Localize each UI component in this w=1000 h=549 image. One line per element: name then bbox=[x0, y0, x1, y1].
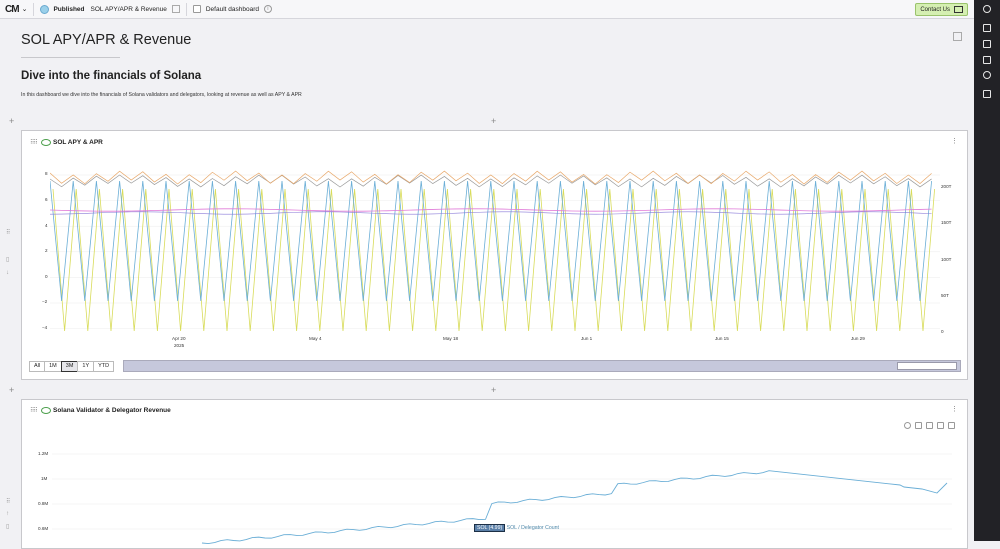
zoom-in-icon[interactable] bbox=[904, 422, 911, 429]
top-bar: CM ⌄ Published SOL APY/APR & Revenue Def… bbox=[0, 0, 974, 19]
default-dashboard-checkbox[interactable] bbox=[192, 5, 201, 13]
delete-icon[interactable]: ▯ bbox=[6, 524, 10, 530]
add-widget-icon[interactable]: + bbox=[491, 385, 497, 395]
series-line bbox=[50, 174, 932, 188]
series-line bbox=[50, 170, 932, 185]
arrow-down-icon[interactable]: ↓ bbox=[6, 270, 9, 276]
series-line bbox=[50, 208, 932, 212]
range-3m-button[interactable]: 3M bbox=[60, 361, 79, 372]
drag-handle[interactable]: ⠿⠿ bbox=[30, 140, 38, 146]
folder-icon[interactable] bbox=[983, 40, 991, 48]
contact-us-button[interactable]: Contact Us bbox=[915, 3, 968, 16]
add-widget-icon[interactable]: + bbox=[491, 116, 497, 126]
file-icon[interactable] bbox=[983, 24, 991, 32]
kebab-icon[interactable]: ⋮ bbox=[951, 406, 958, 413]
y2-tick: 50T bbox=[941, 293, 949, 298]
eye-icon[interactable] bbox=[41, 407, 51, 414]
tooltip-series: SOL / Delegator Count bbox=[506, 525, 559, 531]
y-tick: 4 bbox=[45, 223, 48, 228]
tooltip-value: SOL (4.99) bbox=[474, 524, 506, 532]
range-ytd-button[interactable]: YTD bbox=[93, 361, 115, 372]
series-line bbox=[50, 180, 932, 302]
chart-toolbar bbox=[904, 422, 955, 429]
globe-icon bbox=[40, 4, 50, 14]
eye-icon[interactable] bbox=[41, 139, 51, 146]
series-line bbox=[50, 211, 932, 215]
zoom-box-icon[interactable] bbox=[926, 422, 933, 429]
logo[interactable]: CM bbox=[5, 3, 20, 15]
contact-us-label: Contact Us bbox=[920, 6, 950, 13]
x-tick: May 18 bbox=[443, 336, 459, 341]
x-tick: Apr 20 bbox=[172, 336, 186, 341]
x-tick: Jun 1 bbox=[581, 336, 593, 341]
y2-tick: 0 bbox=[941, 329, 944, 334]
publish-status[interactable]: Published bbox=[53, 5, 85, 13]
navigator-window[interactable] bbox=[897, 362, 957, 370]
y-tick: −4 bbox=[42, 325, 48, 330]
kebab-icon[interactable]: ⋮ bbox=[951, 138, 958, 145]
y-tick: 1M bbox=[41, 476, 48, 481]
arrow-up-icon[interactable]: ↑ bbox=[6, 511, 9, 517]
y-tick: 1.2M bbox=[38, 451, 49, 456]
chevron-down-icon[interactable]: ⌄ bbox=[21, 6, 28, 13]
reset-icon[interactable] bbox=[937, 422, 944, 429]
range-selector: All 1M 3M 1Y YTD bbox=[29, 361, 115, 372]
share-icon[interactable] bbox=[983, 71, 991, 79]
y2-tick: 100T bbox=[941, 257, 952, 262]
add-row-icon[interactable]: + bbox=[9, 116, 15, 126]
mail-icon bbox=[954, 6, 963, 13]
y-tick: 0.8M bbox=[38, 501, 49, 506]
series-tooltip: SOL (4.99) SOL / Delegator Count bbox=[474, 524, 559, 532]
add-row-icon[interactable]: + bbox=[9, 385, 15, 395]
divider bbox=[185, 2, 187, 16]
x-tick: Jun 29 bbox=[851, 336, 865, 341]
key-icon[interactable] bbox=[983, 5, 991, 13]
y-tick: 0 bbox=[45, 274, 48, 279]
y2-tick: 200T bbox=[941, 184, 952, 189]
section-heading: Dive into the financials of Solana bbox=[21, 70, 202, 82]
dashboard-title: SOL APY/APR & Revenue bbox=[90, 5, 167, 13]
y-tick: 6 bbox=[45, 197, 48, 202]
y2-tick: 150T bbox=[941, 220, 952, 225]
info-icon[interactable]: i bbox=[263, 5, 272, 13]
y-tick: 2 bbox=[45, 248, 48, 253]
panel-title: Solana Validator & Delegator Revenue bbox=[53, 407, 171, 414]
edit-icon[interactable] bbox=[171, 5, 180, 13]
drag-icon[interactable]: ⠿ bbox=[6, 499, 11, 505]
range-1m-button[interactable]: 1M bbox=[44, 361, 62, 372]
apy-apr-chart[interactable] bbox=[50, 159, 940, 339]
divider bbox=[33, 2, 35, 16]
plus-icon[interactable] bbox=[915, 422, 922, 429]
save-icon[interactable] bbox=[983, 56, 991, 64]
drag-handle[interactable]: ⠿⠿ bbox=[30, 408, 38, 414]
y-tick: 0.6M bbox=[38, 526, 49, 531]
y-tick: −2 bbox=[42, 299, 48, 304]
range-1y-button[interactable]: 1Y bbox=[77, 361, 95, 372]
default-dashboard-label: Default dashboard bbox=[205, 5, 259, 13]
x-tick: Jun 15 bbox=[715, 336, 729, 341]
y-tick: 8 bbox=[45, 171, 48, 176]
x-tick: May 4 bbox=[309, 336, 322, 341]
title-divider bbox=[21, 57, 120, 58]
page-title: SOL APY/APR & Revenue bbox=[21, 32, 192, 48]
section-description: In this dashboard we dive into the finan… bbox=[21, 92, 302, 98]
series-line bbox=[52, 188, 935, 332]
range-navigator[interactable] bbox=[123, 360, 961, 372]
apy-apr-panel: ⠿⠿ SOL APY & APR ⋮ 8 6 4 2 0 −2 −4 200T … bbox=[21, 130, 968, 380]
download-icon[interactable] bbox=[983, 90, 991, 98]
edit-icon[interactable] bbox=[953, 32, 962, 41]
x-tick-year: 2025 bbox=[174, 343, 185, 348]
revenue-chart[interactable] bbox=[52, 425, 952, 545]
delete-icon[interactable]: ▯ bbox=[6, 257, 10, 263]
drag-icon[interactable]: ⠿ bbox=[6, 230, 11, 236]
range-all-button[interactable]: All bbox=[29, 361, 46, 372]
close-icon[interactable] bbox=[948, 422, 955, 429]
panel-title: SOL APY & APR bbox=[53, 139, 103, 146]
right-toolbar bbox=[974, 0, 1000, 541]
